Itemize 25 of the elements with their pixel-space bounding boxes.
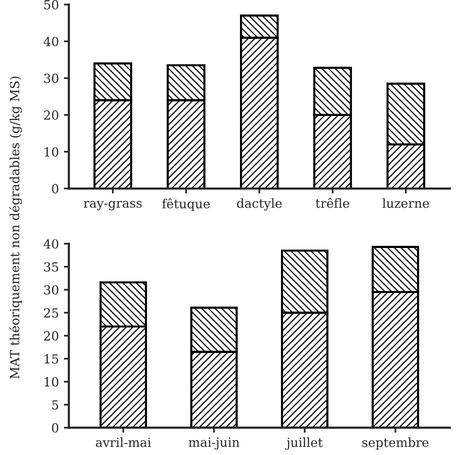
y-tick-label: 35 <box>44 262 58 272</box>
y-tick-label: 20 <box>44 331 58 341</box>
y-tick-label: 10 <box>44 147 58 157</box>
y-tick-label: 30 <box>44 74 58 84</box>
x-tick-label: avril-mai <box>96 437 151 448</box>
y-axis-title: MAT théoriquement non dégradables (g/kg MS) <box>9 76 22 379</box>
x-tick-label: trêfle <box>316 198 350 208</box>
y-tick-label: 15 <box>44 354 58 364</box>
x-tick-label: ray-grass <box>84 200 142 210</box>
y-tick-label: 0 <box>52 184 58 194</box>
y-tick-label: 40 <box>44 239 58 249</box>
x-tick-label: mai-juin <box>188 438 240 450</box>
x-tick-label: septembre <box>362 437 429 450</box>
x-tick-label: dactyle <box>236 198 282 211</box>
x-tick-label: fêtuque <box>162 198 210 211</box>
y-tick-label: 5 <box>52 400 58 410</box>
y-tick-label: 25 <box>44 308 58 318</box>
x-tick-label: juillet <box>285 437 323 450</box>
y-tick-label: 10 <box>44 377 58 387</box>
y-tick-label: 20 <box>44 110 58 120</box>
y-tick-label: 40 <box>44 36 58 46</box>
x-tick-label: luzerne <box>382 198 429 208</box>
y-tick-label: 50 <box>44 0 58 10</box>
y-tick-label: 30 <box>44 285 58 295</box>
y-tick-label: 0 <box>52 423 58 433</box>
